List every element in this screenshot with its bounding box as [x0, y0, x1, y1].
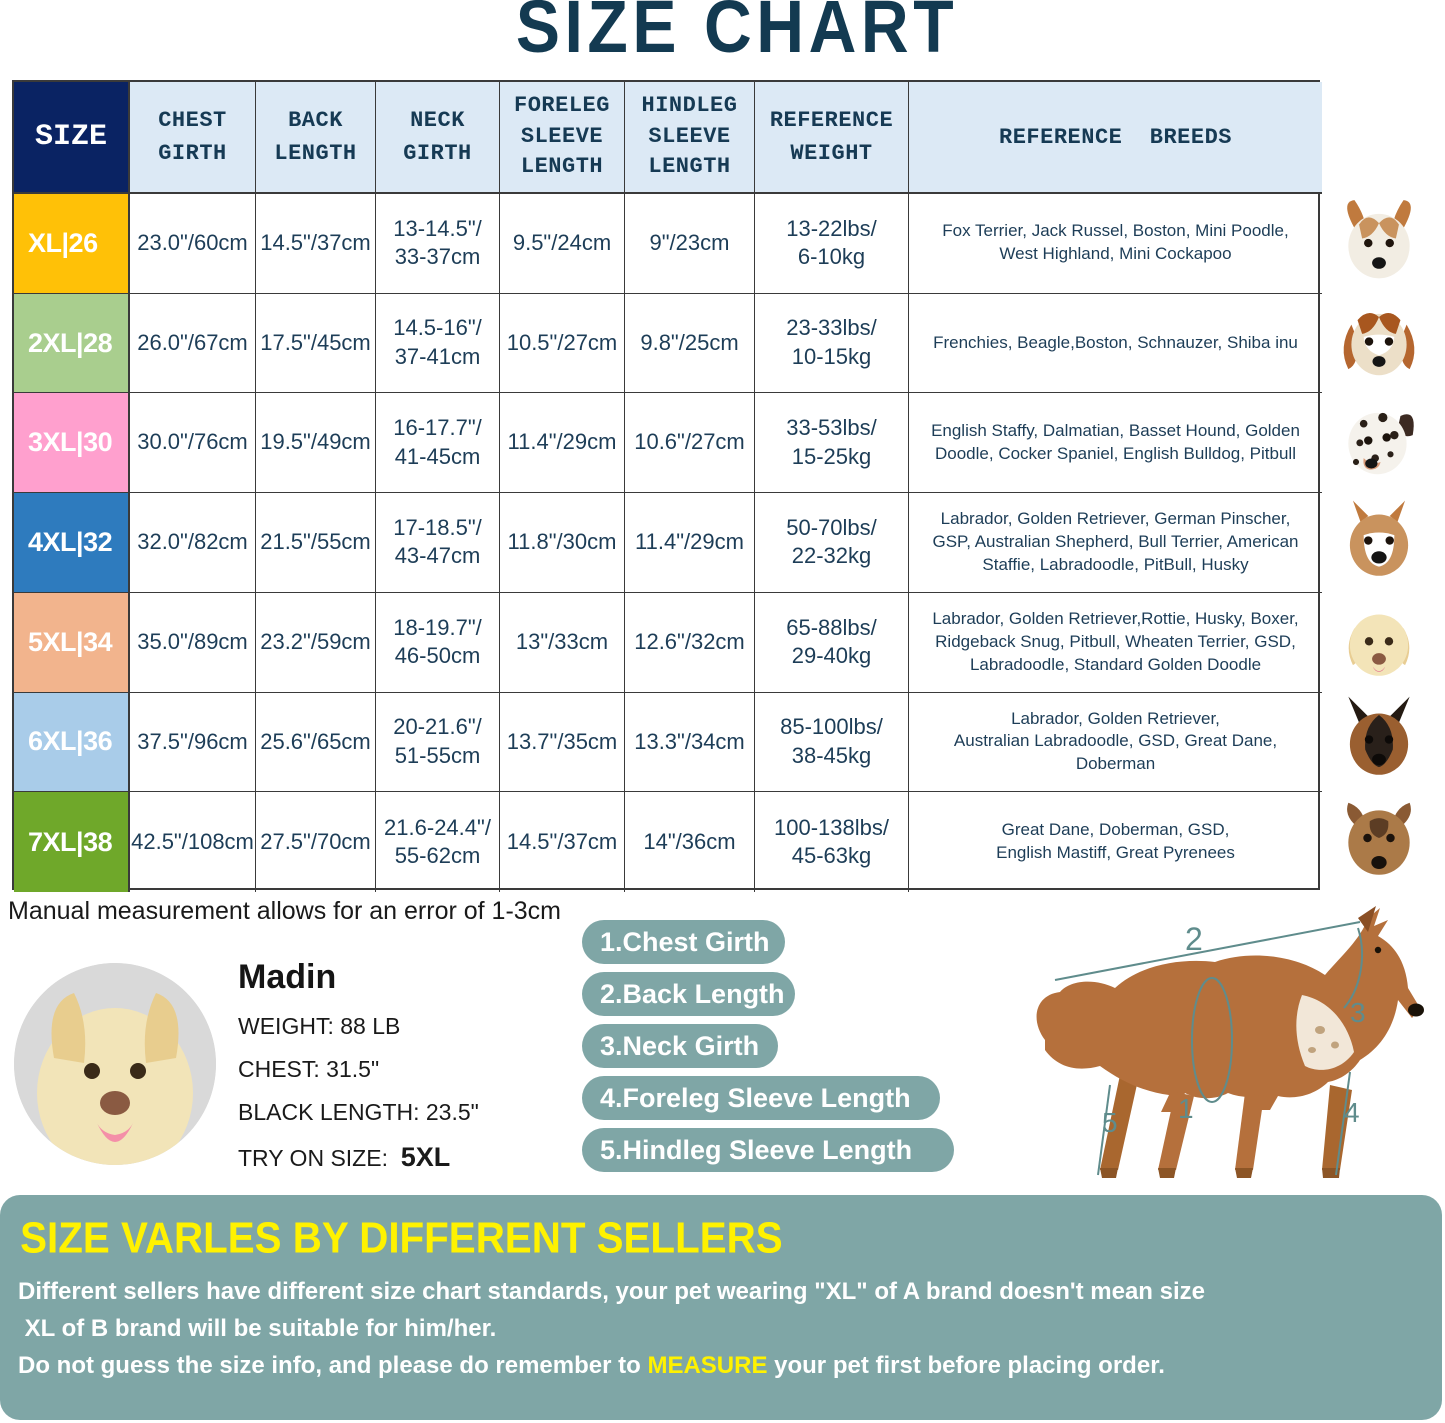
svg-text:1: 1 — [1178, 1093, 1194, 1124]
svg-text:2: 2 — [1185, 921, 1203, 957]
svg-text:4: 4 — [1344, 1097, 1360, 1128]
svg-text:3: 3 — [1350, 997, 1366, 1028]
svg-text:5: 5 — [1102, 1107, 1118, 1138]
